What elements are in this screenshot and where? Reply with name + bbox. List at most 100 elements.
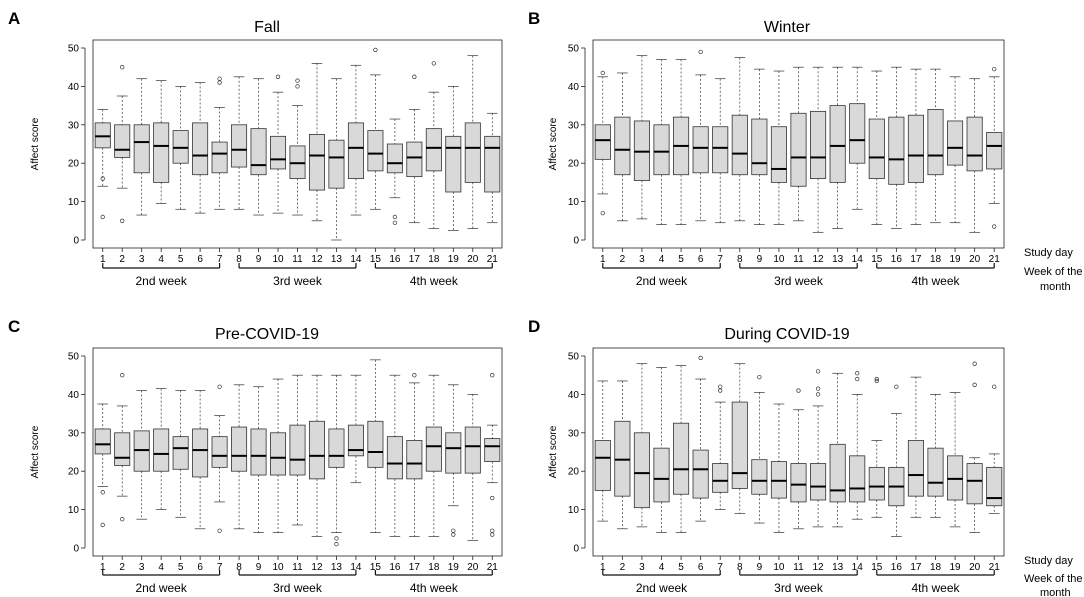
panel-a-box-day-4	[153, 122, 170, 183]
panel-b-x-tick-label: 5	[678, 254, 684, 265]
panel-a-box-day-3	[133, 124, 150, 174]
panel-a-box-day-18	[425, 128, 442, 172]
panel-b-x-tick-label: 8	[737, 254, 743, 265]
panel-a-outlier-day-7	[217, 76, 222, 81]
panel-c-outlier-day-21	[490, 495, 495, 501]
panel-a-x-tick-label: 18	[428, 254, 440, 265]
panel-d-outlier-day-12	[815, 369, 821, 374]
study-day-label-bottom: Study day	[1024, 555, 1073, 567]
panel-b-box-day-21	[986, 132, 1003, 170]
panel-a-box-day-16	[386, 143, 403, 174]
panel-d-box-day-8	[731, 401, 748, 489]
panel-c-x-tick-label: 3	[139, 562, 145, 573]
panel-d-y-tick-label: 20	[568, 467, 580, 478]
panel-b-y-axis-label: Affect score	[548, 117, 559, 170]
panel-c-x-tick-label: 20	[467, 562, 479, 573]
panel-c-title: Pre-COVID-19	[215, 326, 319, 343]
panel-d-outlier-day-12	[815, 392, 821, 397]
panel-c-box-day-21	[484, 438, 501, 462]
panel-c-x-tick-label: 13	[331, 562, 343, 573]
panel-b-y-tick-label: 20	[568, 159, 580, 170]
panel-b-x-tick-label: 16	[891, 254, 903, 265]
panel-d-x-tick-label: 8	[737, 562, 743, 573]
panel-c-letter: C	[8, 317, 20, 336]
panel-b-x-tick-label: 6	[698, 254, 704, 265]
panel-c-y-tick-label: 40	[68, 390, 80, 401]
panel-d-x-tick-label: 7	[717, 562, 723, 573]
panel-d-outlier-day-15	[874, 378, 879, 384]
panel-a-y-tick-label: 40	[68, 82, 80, 93]
panel-d-x-tick-label: 2	[620, 562, 626, 573]
panel-b-x-tick-label: 12	[813, 254, 825, 265]
panel-b-week-label: 2nd week	[636, 274, 688, 288]
panel-b-week-label: 4th week	[911, 274, 960, 288]
panel-b-x-tick-label: 18	[930, 254, 942, 265]
panel-d-outlier-day-7	[718, 384, 723, 389]
panel-d-letter: D	[528, 317, 540, 336]
panel-a-x-tick-label: 8	[236, 254, 242, 265]
panel-d-box-day-9	[751, 459, 768, 495]
panel-d-box-day-15	[868, 466, 885, 501]
panel-b-box-day-2	[614, 116, 631, 176]
panel-c-x-tick-label: 21	[487, 562, 499, 573]
panel-c-x-tick-label: 11	[292, 562, 303, 573]
panel-c-box-day-2	[114, 432, 131, 466]
panel-c-x-tick-label: 6	[197, 562, 203, 573]
panel-a-x-tick-label: 7	[217, 254, 223, 265]
panel-a-box-day-2	[114, 124, 131, 158]
panel-a-y-axis-label: Affect score	[30, 117, 41, 170]
panel-d-y-tick-label: 40	[568, 390, 580, 401]
panel-a-box-day-20	[464, 122, 481, 183]
panel-b-y-tick-label: 10	[568, 197, 580, 208]
panel-d-x-tick-label: 17	[910, 562, 922, 573]
panel-d-x-tick-label: 20	[969, 562, 981, 573]
panel-b-box-day-14	[849, 103, 866, 164]
panel-c-box-day-16	[386, 436, 403, 480]
panel-c-outlier-day-7	[217, 528, 222, 533]
panel-a-x-tick-label: 12	[311, 254, 323, 265]
panel-d-box-day-3	[633, 432, 650, 509]
panel-c-outlier-day-7	[217, 384, 222, 389]
panel-c-x-tick-label: 2	[119, 562, 125, 573]
panel-d-outlier-day-9	[757, 374, 762, 380]
panel-c-x-tick-label: 15	[370, 562, 382, 573]
panel-d-y-tick-label: 10	[568, 505, 580, 516]
panel-b-x-tick-label: 15	[871, 254, 883, 265]
panel-d-x-tick-label: 1	[600, 562, 606, 573]
panel-c-x-tick-label: 4	[158, 562, 164, 573]
panel-a-x-tick-label: 9	[256, 254, 262, 265]
panel-b-x-tick-label: 10	[773, 254, 785, 265]
panel-d-outlier-day-21	[992, 384, 997, 389]
panel-c-outlier-day-19	[451, 528, 456, 533]
panel-c-box-day-11	[289, 424, 306, 476]
panel-a-box-day-10	[270, 135, 287, 170]
panel-b-x-tick-label: 21	[989, 254, 1001, 265]
panel-c-box-day-20	[464, 426, 481, 474]
panel-a-outlier-day-18	[431, 61, 436, 66]
panel-c-box-day-4	[153, 428, 170, 472]
panel-c-x-tick-label: 19	[448, 562, 460, 573]
panel-d-y-tick-label: 30	[568, 428, 580, 439]
panel-d-x-tick-label: 6	[698, 562, 704, 573]
panel-c-box-day-8	[231, 426, 248, 472]
panel-a-box-day-7	[211, 141, 228, 174]
panel-b-x-tick-label: 13	[832, 254, 844, 265]
week-of-month-label-top-1: Week of the	[1024, 266, 1083, 278]
panel-a-y-tick-label: 0	[73, 236, 79, 247]
panel-d-x-tick-label: 3	[639, 562, 645, 573]
panel-c-outlier-day-13	[334, 542, 339, 547]
panel-c-x-tick-label: 5	[178, 562, 184, 573]
panel-a-outlier-day-16	[392, 214, 398, 220]
panel-c-y-tick-label: 10	[68, 505, 80, 516]
panel-c-box-day-15	[367, 420, 384, 468]
panel-a-x-tick-label: 17	[409, 254, 421, 265]
panel-b-outlier-day-1	[600, 70, 605, 76]
panel-a-x-tick-label: 14	[350, 254, 362, 265]
panel-a-box-day-6	[192, 122, 209, 176]
panel-d-y-axis-label: Affect score	[548, 425, 559, 478]
panel-d-x-tick-label: 21	[989, 562, 1001, 573]
panel-d-week-label: 3rd week	[774, 581, 824, 595]
panel-b-outlier-day-1	[600, 210, 605, 216]
panel-c-box-day-18	[425, 426, 442, 472]
